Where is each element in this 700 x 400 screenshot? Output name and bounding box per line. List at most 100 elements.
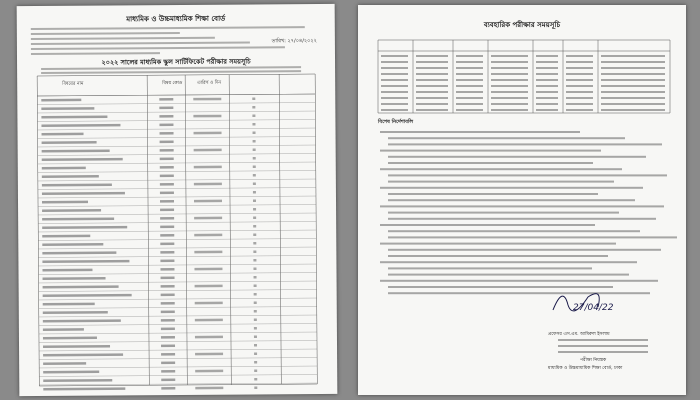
- text-placeholder: [416, 61, 448, 63]
- text-placeholder: [388, 211, 619, 214]
- text-placeholder: [566, 103, 593, 105]
- row-line: [38, 297, 317, 301]
- text-placeholder: [388, 236, 677, 239]
- text-placeholder: [194, 233, 223, 237]
- text-placeholder: [252, 114, 256, 117]
- text-placeholder: [160, 225, 175, 229]
- row-line: [37, 127, 316, 131]
- text-placeholder: [160, 319, 175, 322]
- text-placeholder: [194, 216, 223, 220]
- text-placeholder: [252, 131, 256, 134]
- row-line: [37, 153, 316, 156]
- text-placeholder: [253, 233, 257, 236]
- row-line: [38, 204, 317, 207]
- text-placeholder: [416, 67, 448, 69]
- text-placeholder: [491, 73, 528, 75]
- text-placeholder: [41, 175, 99, 178]
- text-placeholder: [43, 378, 113, 382]
- table-lines: [377, 39, 677, 353]
- text-placeholder: [160, 293, 175, 297]
- text-placeholder: [380, 205, 664, 208]
- column-line: [146, 75, 150, 386]
- column-line: [278, 74, 282, 385]
- text-placeholder: [253, 335, 257, 338]
- text-placeholder: [416, 55, 448, 57]
- text-placeholder: [253, 241, 257, 245]
- text-placeholder: [456, 55, 483, 57]
- row-line: [39, 348, 318, 352]
- row-line: [38, 221, 317, 224]
- text-placeholder: [30, 31, 180, 36]
- text-placeholder: [253, 224, 257, 228]
- text-placeholder: [161, 344, 176, 348]
- text-placeholder: [159, 174, 174, 178]
- row-line: [37, 178, 316, 182]
- text-placeholder: [254, 352, 258, 355]
- text-placeholder: [160, 234, 175, 237]
- text-placeholder: [254, 377, 258, 381]
- text-placeholder: [194, 335, 223, 339]
- text-placeholder: [193, 131, 222, 135]
- text-placeholder: [252, 182, 256, 185]
- table-header: তারিখ ও দিন: [197, 80, 222, 86]
- text-placeholder: [536, 103, 558, 105]
- text-placeholder: [380, 186, 643, 189]
- text-placeholder: [41, 166, 86, 170]
- text-placeholder: [416, 85, 448, 87]
- text-placeholder: [388, 267, 592, 270]
- text-placeholder: [194, 267, 223, 271]
- row-line: [38, 289, 317, 292]
- text-placeholder: [252, 173, 256, 177]
- text-placeholder: [161, 378, 176, 382]
- text-placeholder: [536, 85, 558, 87]
- text-placeholder: [160, 327, 175, 331]
- text-placeholder: [558, 345, 648, 347]
- notes-heading: বিশেষ নির্দেশাবলি: [378, 119, 414, 125]
- text-placeholder: [43, 362, 87, 365]
- text-placeholder: [536, 91, 558, 93]
- text-placeholder: [456, 67, 483, 69]
- text-placeholder: [159, 166, 174, 169]
- text-placeholder: [160, 268, 175, 271]
- text-placeholder: [601, 109, 665, 111]
- row-line: [38, 229, 317, 233]
- text-placeholder: [41, 70, 302, 74]
- text-placeholder: [159, 106, 174, 110]
- row-line: [37, 187, 316, 190]
- text-placeholder: [42, 268, 93, 272]
- text-placeholder: [253, 326, 257, 330]
- text-placeholder: [558, 339, 648, 341]
- text-placeholder: [253, 275, 257, 279]
- text-placeholder: [42, 277, 106, 280]
- text-placeholder: [160, 208, 175, 212]
- text-placeholder: [194, 284, 223, 288]
- text-placeholder: [160, 217, 175, 220]
- text-placeholder: [566, 91, 593, 93]
- text-placeholder: [601, 73, 665, 75]
- text-placeholder: [388, 137, 625, 140]
- text-placeholder: [491, 61, 528, 63]
- row-line: [37, 170, 316, 173]
- text-placeholder: [41, 183, 112, 187]
- text-placeholder: [42, 285, 119, 289]
- text-placeholder: [536, 55, 558, 57]
- text-placeholder: [42, 217, 115, 221]
- text-placeholder: [566, 55, 593, 57]
- text-placeholder: [566, 73, 593, 75]
- text-placeholder: [388, 248, 661, 251]
- text-placeholder: [253, 207, 257, 211]
- text-placeholder: [388, 174, 667, 177]
- text-placeholder: [252, 97, 256, 100]
- text-placeholder: [491, 97, 528, 99]
- text-placeholder: [160, 200, 175, 203]
- text-placeholder: [160, 242, 175, 246]
- text-placeholder: [253, 292, 257, 296]
- row-line: [38, 212, 317, 216]
- text-placeholder: [160, 336, 175, 339]
- row-line: [37, 144, 316, 148]
- text-placeholder: [159, 191, 174, 195]
- text-placeholder: [601, 91, 665, 93]
- text-placeholder: [160, 310, 175, 314]
- row-line: [37, 73, 316, 77]
- text-placeholder: [252, 122, 256, 126]
